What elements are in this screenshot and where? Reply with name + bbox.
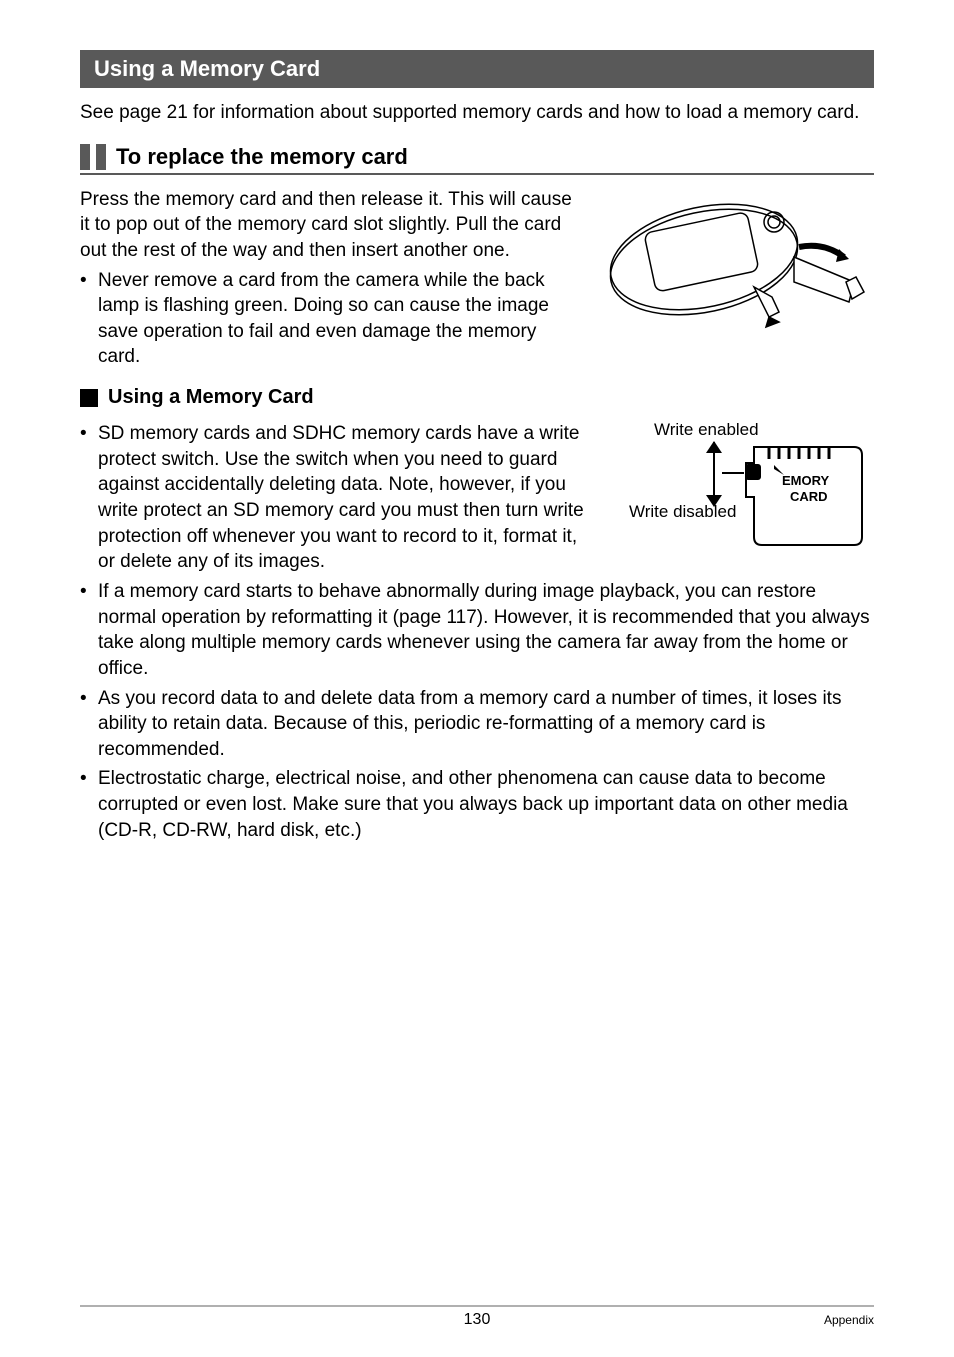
square-heading-text: Using a Memory Card [108,386,314,409]
bullet-3-text: As you record data to and delete data fr… [98,686,874,763]
bullet-2-text: If a memory card starts to behave abnorm… [98,579,874,682]
square-bullet-icon [80,389,98,407]
square-heading: Using a Memory Card [80,386,874,409]
bullet-3: • As you record data to and delete data … [80,686,874,763]
bullet-dot: • [80,686,98,763]
using-card-text: • SD memory cards and SDHC memory cards … [80,417,594,575]
section-title-bar: Using a Memory Card [80,50,874,88]
replace-section: Press the memory card and then release i… [80,187,874,370]
bullet-dot: • [80,766,98,843]
replace-bullet-row: • Never remove a card from the camera wh… [80,268,574,371]
bullet-4: • Electrostatic charge, electrical noise… [80,766,874,843]
bullet-4-text: Electrostatic charge, electrical noise, … [98,766,874,843]
replace-bullet-text: Never remove a card from the camera whil… [98,268,574,371]
using-card-row: • SD memory cards and SDHC memory cards … [80,417,874,575]
bullet-dot: • [80,579,98,682]
sub-heading: To replace the memory card [80,144,874,175]
bullet-1-text: SD memory cards and SDHC memory cards ha… [98,421,594,575]
sub-heading-mark-1 [80,144,90,170]
card-text-1: EMORY [782,473,830,488]
sub-heading-text: To replace the memory card [116,144,408,170]
intro-paragraph: See page 21 for information about suppor… [80,100,874,126]
footer-section: Appendix [824,1313,874,1327]
replace-text-block: Press the memory card and then release i… [80,187,574,370]
camera-illustration [594,187,874,337]
sub-heading-mark-2 [96,144,106,170]
sdcard-illustration: Write enabled Write disabled EMORY CARD [614,417,874,557]
bullet-dot: • [80,268,98,371]
write-enabled-label: Write enabled [654,420,759,439]
page-footer: 130 Appendix [80,1305,874,1327]
bullet-dot: • [80,421,98,575]
bullet-1: • SD memory cards and SDHC memory cards … [80,421,594,575]
card-text-2: CARD [790,489,828,504]
bullet-2: • If a memory card starts to behave abno… [80,579,874,682]
replace-paragraph: Press the memory card and then release i… [80,187,574,264]
write-disabled-label: Write disabled [629,502,736,521]
page-number: 130 [464,1311,491,1329]
